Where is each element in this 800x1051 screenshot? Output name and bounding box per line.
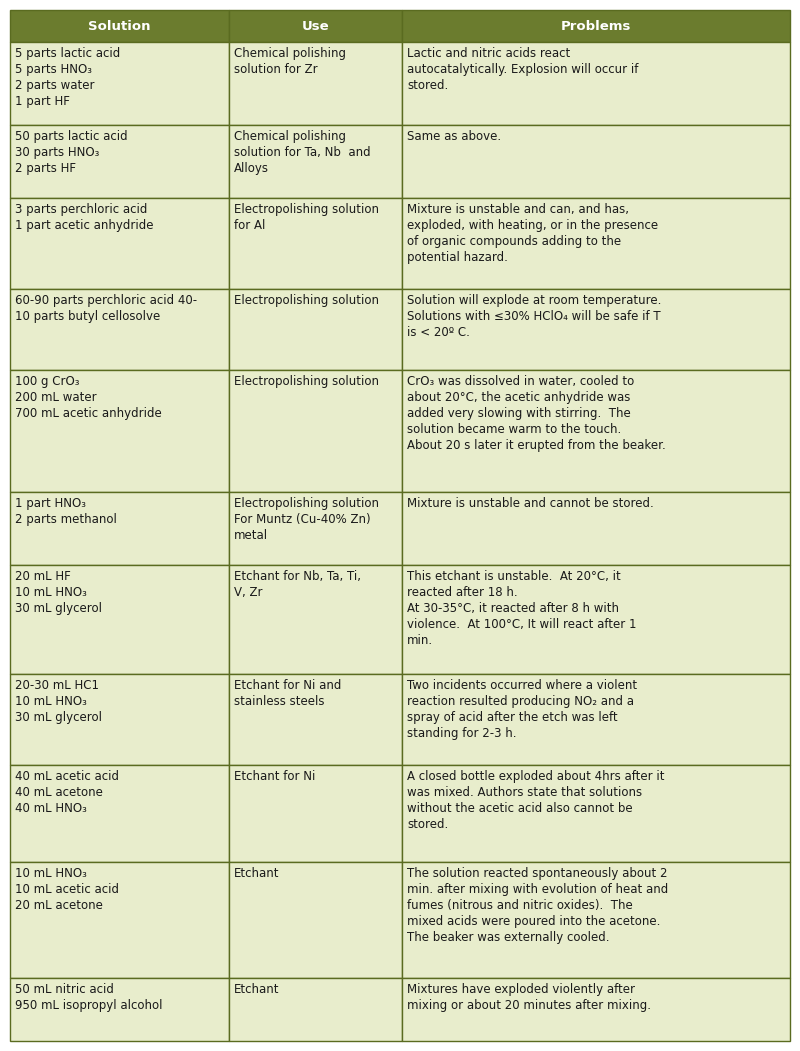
Bar — [10, 765, 229, 862]
Bar — [10, 370, 229, 492]
Text: 20 mL HF
10 mL HNO₃
30 mL glycerol: 20 mL HF 10 mL HNO₃ 30 mL glycerol — [15, 570, 102, 615]
Text: 3 parts perchloric acid
1 part acetic anhydride: 3 parts perchloric acid 1 part acetic an… — [15, 203, 154, 232]
Text: Solution will explode at room temperature.
Solutions with ≤30% HClO₄ will be saf: Solution will explode at room temperatur… — [407, 294, 662, 339]
Bar — [402, 125, 790, 198]
Bar — [402, 492, 790, 564]
Bar — [10, 978, 229, 1040]
Bar — [402, 978, 790, 1040]
Bar — [229, 492, 402, 564]
Text: 50 parts lactic acid
30 parts HNO₃
2 parts HF: 50 parts lactic acid 30 parts HNO₃ 2 par… — [15, 130, 128, 176]
Bar — [10, 862, 229, 978]
Bar — [10, 11, 229, 42]
Text: Etchant for Nb, Ta, Ti,
V, Zr: Etchant for Nb, Ta, Ti, V, Zr — [234, 570, 361, 599]
Bar — [229, 370, 402, 492]
Text: Electropolishing solution
for Al: Electropolishing solution for Al — [234, 203, 379, 232]
Bar — [402, 370, 790, 492]
Text: 5 parts lactic acid
5 parts HNO₃
2 parts water
1 part HF: 5 parts lactic acid 5 parts HNO₃ 2 parts… — [15, 47, 120, 108]
Bar — [229, 564, 402, 675]
Text: 40 mL acetic acid
40 mL acetone
40 mL HNO₃: 40 mL acetic acid 40 mL acetone 40 mL HN… — [15, 770, 119, 816]
Text: Problems: Problems — [561, 20, 631, 33]
Text: Use: Use — [302, 20, 330, 33]
Bar — [402, 564, 790, 675]
Text: Electropolishing solution: Electropolishing solution — [234, 294, 379, 307]
Bar — [229, 11, 402, 42]
Bar — [10, 492, 229, 564]
Text: Chemical polishing
solution for Ta, Nb  and
Alloys: Chemical polishing solution for Ta, Nb a… — [234, 130, 371, 176]
Bar — [402, 198, 790, 289]
Text: Etchant: Etchant — [234, 983, 280, 996]
Text: 20-30 mL HC1
10 mL HNO₃
30 mL glycerol: 20-30 mL HC1 10 mL HNO₃ 30 mL glycerol — [15, 679, 102, 724]
Bar — [10, 125, 229, 198]
Bar — [229, 978, 402, 1040]
Bar — [229, 289, 402, 370]
Bar — [10, 564, 229, 675]
Text: This etchant is unstable.  At 20°C, it
reacted after 18 h.
At 30-35°C, it reacte: This etchant is unstable. At 20°C, it re… — [407, 570, 637, 646]
Text: Solution: Solution — [88, 20, 151, 33]
Bar — [402, 289, 790, 370]
Bar — [229, 42, 402, 125]
Text: Etchant for Ni: Etchant for Ni — [234, 770, 315, 783]
Text: Electropolishing solution: Electropolishing solution — [234, 375, 379, 388]
Bar — [229, 765, 402, 862]
Text: 50 mL nitric acid
950 mL isopropyl alcohol: 50 mL nitric acid 950 mL isopropyl alcoh… — [15, 983, 162, 1012]
Text: 10 mL HNO₃
10 mL acetic acid
20 mL acetone: 10 mL HNO₃ 10 mL acetic acid 20 mL aceto… — [15, 867, 119, 911]
Text: 100 g CrO₃
200 mL water
700 mL acetic anhydride: 100 g CrO₃ 200 mL water 700 mL acetic an… — [15, 375, 162, 420]
Text: Electropolishing solution
For Muntz (Cu-40% Zn)
metal: Electropolishing solution For Muntz (Cu-… — [234, 497, 379, 542]
Text: Etchant for Ni and
stainless steels: Etchant for Ni and stainless steels — [234, 679, 342, 708]
Bar — [229, 125, 402, 198]
Bar — [402, 675, 790, 765]
Bar — [229, 198, 402, 289]
Bar — [10, 198, 229, 289]
Text: Etchant: Etchant — [234, 867, 280, 880]
Bar — [229, 862, 402, 978]
Bar — [10, 289, 229, 370]
Text: Chemical polishing
solution for Zr: Chemical polishing solution for Zr — [234, 47, 346, 76]
Bar — [229, 675, 402, 765]
Text: Two incidents occurred where a violent
reaction resulted producing NO₂ and a
spr: Two incidents occurred where a violent r… — [407, 679, 637, 740]
Text: 1 part HNO₃
2 parts methanol: 1 part HNO₃ 2 parts methanol — [15, 497, 117, 526]
Text: CrO₃ was dissolved in water, cooled to
about 20°C, the acetic anhydride was
adde: CrO₃ was dissolved in water, cooled to a… — [407, 375, 666, 452]
Bar — [10, 42, 229, 125]
Bar — [402, 42, 790, 125]
Text: Mixture is unstable and cannot be stored.: Mixture is unstable and cannot be stored… — [407, 497, 654, 510]
Bar — [402, 765, 790, 862]
Text: Mixtures have exploded violently after
mixing or about 20 minutes after mixing.: Mixtures have exploded violently after m… — [407, 983, 651, 1012]
Bar — [402, 11, 790, 42]
Text: 60-90 parts perchloric acid 40-
10 parts butyl cellosolve: 60-90 parts perchloric acid 40- 10 parts… — [15, 294, 197, 324]
Text: Same as above.: Same as above. — [407, 130, 501, 143]
Bar — [402, 862, 790, 978]
Bar — [10, 675, 229, 765]
Text: Lactic and nitric acids react
autocatalytically. Explosion will occur if
stored.: Lactic and nitric acids react autocataly… — [407, 47, 638, 92]
Text: Mixture is unstable and can, and has,
exploded, with heating, or in the presence: Mixture is unstable and can, and has, ex… — [407, 203, 658, 264]
Text: The solution reacted spontaneously about 2
min. after mixing with evolution of h: The solution reacted spontaneously about… — [407, 867, 668, 944]
Text: A closed bottle exploded about 4hrs after it
was mixed. Authors state that solut: A closed bottle exploded about 4hrs afte… — [407, 770, 665, 831]
